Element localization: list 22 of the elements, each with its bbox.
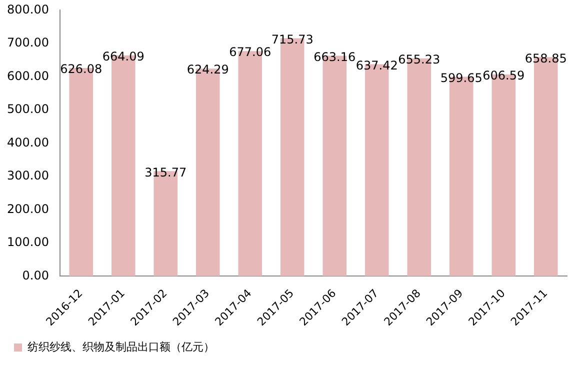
legend-label: 纺织纱线、织物及制品出口额（亿元） xyxy=(28,340,214,354)
y-tick-label: 700.00 xyxy=(6,36,49,50)
data-label: 599.65 xyxy=(440,70,482,85)
data-label: 715.73 xyxy=(271,32,314,46)
data-label: 606.59 xyxy=(482,68,525,83)
data-label: 658.85 xyxy=(524,51,567,66)
y-tick-label: 600.00 xyxy=(6,68,49,83)
y-tick-label: 100.00 xyxy=(6,235,49,250)
data-label: 664.09 xyxy=(102,50,144,64)
data-label: 677.06 xyxy=(229,45,272,60)
y-tick-label: 800.00 xyxy=(6,2,49,16)
data-label: 624.29 xyxy=(186,62,229,77)
y-tick-label: 0.00 xyxy=(22,268,49,282)
data-label: 626.08 xyxy=(60,62,102,76)
y-tick-label: 200.00 xyxy=(6,202,49,216)
y-tick-label: 300.00 xyxy=(6,168,49,183)
data-label: 637.42 xyxy=(356,58,398,72)
data-label: 663.16 xyxy=(314,50,356,64)
y-tick-label: 400.00 xyxy=(6,135,49,150)
data-label: 655.23 xyxy=(398,52,440,66)
data-label: 315.77 xyxy=(144,165,187,180)
y-tick-label: 500.00 xyxy=(6,102,49,116)
